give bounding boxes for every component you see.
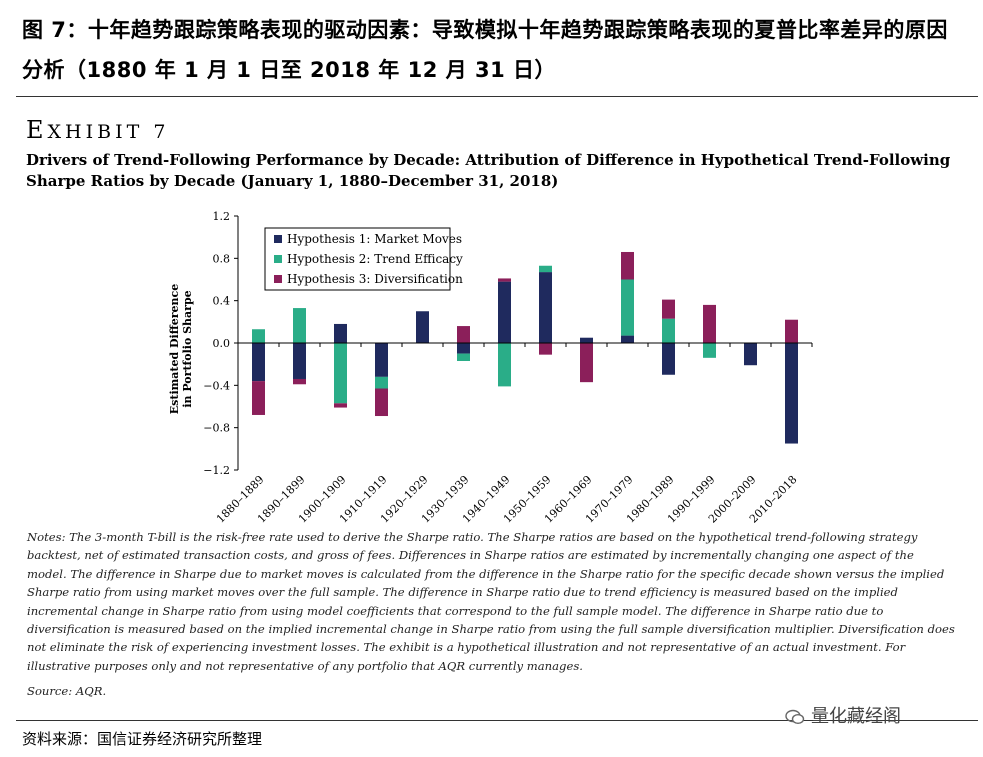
legend-swatch-2 [274, 255, 282, 263]
bar-s2-2 [334, 343, 347, 404]
bar-s2-10 [662, 318, 675, 343]
bar-s3-9 [621, 251, 634, 280]
bar-s2-1 [293, 308, 306, 343]
y-tick-label-4: 0.4 [213, 295, 231, 308]
bars-layer [252, 251, 798, 444]
bar-s3-6 [498, 278, 511, 282]
y-tick-label-2: −0.4 [203, 379, 230, 392]
y-tick-label-0: −1.2 [203, 464, 230, 477]
bar-s1-12 [744, 343, 757, 366]
bar-s1-6 [498, 281, 511, 343]
bottom-divider [16, 720, 978, 721]
exhibit-rest: XHIBIT 7 [47, 121, 170, 143]
bar-s3-8 [580, 343, 593, 383]
legend-label-2: Hypothesis 2: Trend Efficacy [287, 252, 463, 266]
chart-legend: Hypothesis 1: Market Moves Hypothesis 2: … [264, 227, 463, 291]
bar-s1-3 [375, 343, 388, 377]
legend-swatch-1 [274, 235, 282, 243]
y-tick-label-1: −0.8 [203, 422, 230, 435]
legend-swatch-3 [274, 275, 282, 283]
bar-s1-10 [662, 343, 675, 375]
chart-notes: Notes: The 3-month T-bill is the risk-fr… [27, 530, 955, 673]
bar-s3-11 [703, 304, 716, 343]
bar-s1-13 [785, 343, 798, 444]
bar-s1-9 [621, 335, 634, 343]
bar-s2-7 [539, 265, 552, 273]
bar-s3-7 [539, 343, 552, 355]
wechat-icon [785, 709, 805, 725]
bar-s1-4 [416, 311, 429, 343]
legend-label-3: Hypothesis 3: Diversification [287, 272, 463, 286]
legend-box [264, 227, 451, 291]
bar-s2-6 [498, 343, 511, 387]
bar-s3-0 [252, 381, 265, 415]
bar-s3-10 [662, 299, 675, 319]
legend-label-1: Hypothesis 1: Market Moves [287, 232, 462, 246]
y-tick-label-6: 1.2 [213, 210, 231, 223]
y-tick-label-3: 0.0 [213, 337, 231, 350]
watermark: 量化藏经阁 [785, 702, 901, 728]
exhibit-initial: E [26, 116, 48, 144]
chart-source: Source: AQR. [27, 684, 107, 698]
watermark-text: 量化藏经阁 [811, 706, 901, 727]
bar-s1-7 [539, 272, 552, 343]
cn-data-source: 资料来源：国信证券经济研究所整理 [22, 730, 263, 748]
bar-s1-8 [580, 337, 593, 343]
bar-s2-9 [621, 279, 634, 336]
bar-s3-5 [457, 326, 470, 343]
bar-s1-0 [252, 343, 265, 382]
bar-s3-3 [375, 388, 388, 417]
stacked-bar-chart: −1.2−0.8−0.40.00.40.81.21880–18891890–18… [168, 210, 813, 525]
bar-s3-13 [785, 319, 798, 343]
en-chart-title: Drivers of Trend-Following Performance b… [26, 151, 951, 190]
bar-s1-2 [334, 323, 347, 343]
bar-s1-1 [293, 343, 306, 379]
exhibit-label: EXHIBIT 7 [26, 116, 169, 144]
bar-s2-3 [375, 376, 388, 389]
bar-s1-5 [457, 343, 470, 354]
bar-s3-2 [334, 403, 347, 408]
top-divider [16, 96, 978, 97]
y-tick-label-5: 0.8 [213, 252, 231, 265]
bar-s2-11 [703, 343, 716, 358]
bar-s2-0 [252, 329, 265, 343]
y-axis-label-line-2: in Portfolio Sharpe [181, 290, 194, 407]
cn-figure-title: 图 7：十年趋势跟踪策略表现的驱动因素：导致模拟十年趋势跟踪策略表现的夏普比率差… [22, 18, 948, 82]
y-axis-label-line-1: Estimated Difference [168, 284, 181, 414]
bar-s3-1 [293, 378, 306, 385]
bar-s2-5 [457, 353, 470, 361]
